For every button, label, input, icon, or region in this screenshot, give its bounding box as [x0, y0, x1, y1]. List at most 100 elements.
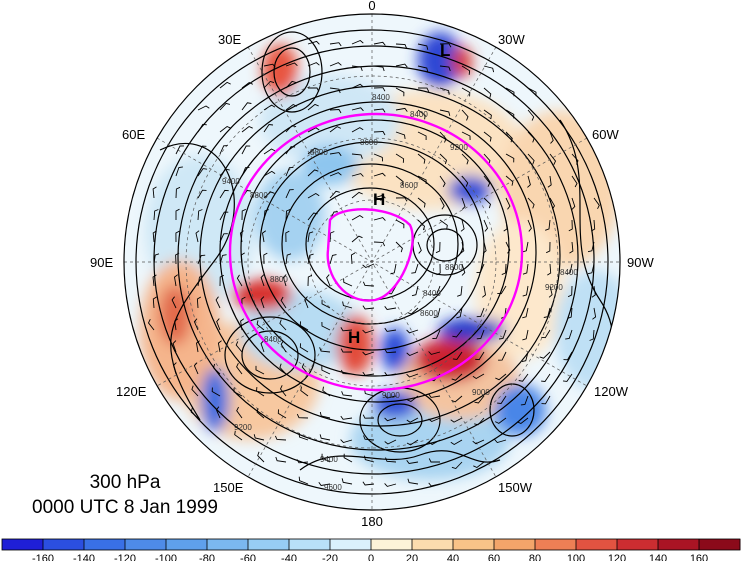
wind-barb: [473, 461, 485, 469]
wind-barb: [460, 241, 465, 254]
contour-label: 8800: [310, 148, 328, 157]
colorbar-swatch: [535, 539, 577, 550]
wind-barb: [263, 104, 276, 111]
wind-barb: [175, 145, 185, 155]
wind-barb: [241, 102, 252, 111]
colorbar-swatch: [43, 539, 85, 550]
wind-barb: [439, 109, 451, 116]
wind-barb: [461, 65, 471, 75]
wind-barb: [319, 411, 331, 419]
wind-barb: [153, 253, 160, 265]
wind-barb: [197, 123, 207, 133]
wind-barb: [219, 233, 228, 243]
wind-barb: [428, 439, 441, 446]
wind-barb: [307, 147, 319, 155]
wind-barb: [329, 62, 342, 67]
wind-barb: [351, 214, 364, 221]
wind-barb: [341, 391, 353, 397]
wind-barb: [364, 389, 375, 397]
wind-barb: [342, 301, 353, 309]
wind-barb: [407, 478, 419, 485]
wind-barb: [364, 455, 375, 463]
wind-barb: [197, 189, 207, 199]
wind-barb: [483, 131, 492, 142]
wind-barb: [322, 386, 331, 397]
wind-barb: [548, 285, 553, 298]
wind-barb: [277, 409, 287, 419]
colorbar-tick-label: -100: [155, 553, 177, 561]
colorbar-tick-label: -80: [199, 553, 215, 561]
colorbar: -160 -140 -120 -100 -80 -60 -40 -20 0 20 40 60 80 100…: [1, 538, 741, 561]
colorbar-tick-label: 100: [567, 553, 585, 561]
wind-barb: [461, 197, 466, 210]
wind-barb: [439, 175, 446, 188]
wind-barb: [451, 395, 463, 403]
wind-barb: [285, 166, 294, 177]
colorbar-swatch: [207, 539, 249, 550]
colorbar-tick-label: 140: [649, 553, 667, 561]
longitude-label: 0: [368, 0, 375, 13]
colorbar-tick-label: 0: [368, 553, 374, 561]
longitude-label: 60W: [592, 127, 619, 142]
wind-barb: [172, 362, 177, 375]
wind-barb: [191, 385, 199, 397]
wind-barb: [472, 373, 485, 380]
wind-barb: [439, 153, 448, 165]
wind-barb: [373, 65, 385, 72]
wind-barb: [592, 307, 597, 320]
wind-barb: [350, 252, 356, 265]
wind-barb: [571, 153, 579, 165]
wind-barb: [384, 372, 397, 376]
wind-barb: [373, 241, 386, 247]
wind-barb: [541, 395, 551, 405]
wind-barb: [152, 296, 157, 309]
wind-barb: [193, 362, 199, 375]
wind-barb: [362, 414, 375, 419]
wind-barb: [541, 373, 551, 382]
wind-barb: [406, 351, 419, 357]
wind-barb: [351, 235, 363, 243]
wind-barb: [351, 127, 364, 133]
wind-barb: [566, 263, 573, 275]
low-pressure-marker: L: [440, 41, 450, 60]
wind-barb: [296, 413, 309, 419]
wind-barb: [329, 231, 335, 243]
wind-barb: [321, 366, 331, 375]
wind-barb: [351, 39, 364, 45]
longitude-label: 120W: [594, 384, 629, 399]
wind-barb: [461, 263, 466, 276]
wind-barb: [152, 230, 157, 243]
wind-barb: [395, 175, 404, 186]
wind-barb: [395, 107, 408, 112]
wind-barb: [285, 62, 298, 67]
wind-barb: [307, 253, 314, 265]
wind-barb: [520, 395, 529, 406]
wind-barb: [505, 175, 514, 186]
wind-barb: [568, 219, 573, 232]
wind-barb: [432, 285, 441, 296]
colorbar-tick-label: 80: [529, 553, 541, 561]
wind-barb: [340, 327, 353, 332]
wind-barb: [384, 417, 397, 422]
wind-barb: [171, 296, 177, 309]
longitude-label: 120E: [116, 384, 147, 399]
wind-barb: [417, 65, 429, 73]
wind-barb: [476, 307, 485, 318]
wind-barb: [307, 62, 320, 67]
wind-barb: [498, 351, 507, 361]
wind-barb: [235, 341, 243, 353]
wind-barb: [285, 146, 296, 155]
contour-label: 9200: [545, 283, 563, 292]
contour-label: 8400: [264, 335, 282, 344]
wind-barb: [233, 387, 243, 397]
wind-barb: [591, 285, 596, 298]
wind-barb: [476, 263, 485, 274]
colorbar-swatch: [166, 539, 208, 550]
wind-barb: [174, 318, 179, 331]
wind-barb: [362, 263, 375, 269]
wind-barb: [450, 417, 463, 423]
wind-barb: [591, 219, 596, 232]
contour-label: 8400: [372, 93, 390, 102]
wind-barb: [587, 241, 595, 253]
wind-barb: [457, 285, 463, 297]
